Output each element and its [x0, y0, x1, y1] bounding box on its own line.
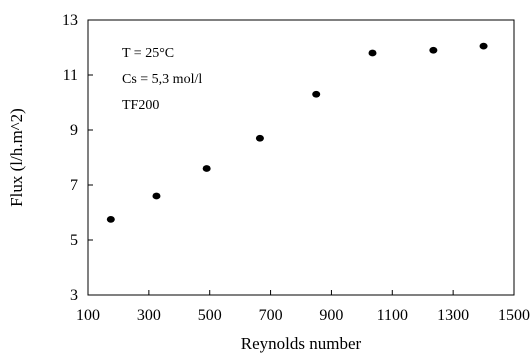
annotation-text: T = 25°C	[122, 46, 174, 61]
plot-frame	[87, 19, 515, 296]
y-axis-title: Flux (l/h.m^2)	[7, 108, 26, 207]
y-tick-label: 9	[70, 122, 78, 139]
y-axis-tick-labels: 3 5 7 9 11 13	[62, 12, 78, 304]
data-point	[106, 215, 115, 223]
x-tick-label: 100	[76, 307, 100, 324]
x-tick-label: 1500	[498, 307, 530, 324]
annotation-text: Cs = 5,3 mol/l	[122, 72, 202, 87]
y-tick-label: 13	[62, 12, 78, 29]
x-tick-label: 900	[319, 307, 343, 324]
data-point	[312, 90, 321, 98]
y-axis-ticks	[88, 19, 93, 296]
data-point	[479, 42, 488, 50]
y-tick-label: 11	[63, 67, 78, 84]
data-points	[106, 42, 488, 223]
data-point	[429, 46, 438, 54]
annotations: T = 25°C Cs = 5,3 mol/l TF200	[122, 46, 202, 113]
data-point	[152, 192, 161, 200]
annotation-text: TF200	[122, 98, 159, 113]
y-tick-label: 7	[70, 177, 78, 194]
x-axis-title: Reynolds number	[241, 334, 362, 353]
x-tick-label: 1300	[437, 307, 469, 324]
x-tick-label: 300	[137, 307, 161, 324]
y-tick-label: 5	[70, 232, 78, 249]
x-tick-label: 500	[198, 307, 222, 324]
data-point	[368, 49, 377, 57]
x-tick-label: 700	[259, 307, 283, 324]
x-axis-ticks	[87, 290, 515, 295]
data-point	[202, 165, 211, 172]
x-tick-label: 1100	[377, 307, 408, 324]
y-tick-label: 3	[70, 287, 78, 304]
x-axis-tick-labels: 100 300 500 700 900 1100 1300 1500	[76, 307, 530, 324]
data-point	[255, 134, 264, 142]
